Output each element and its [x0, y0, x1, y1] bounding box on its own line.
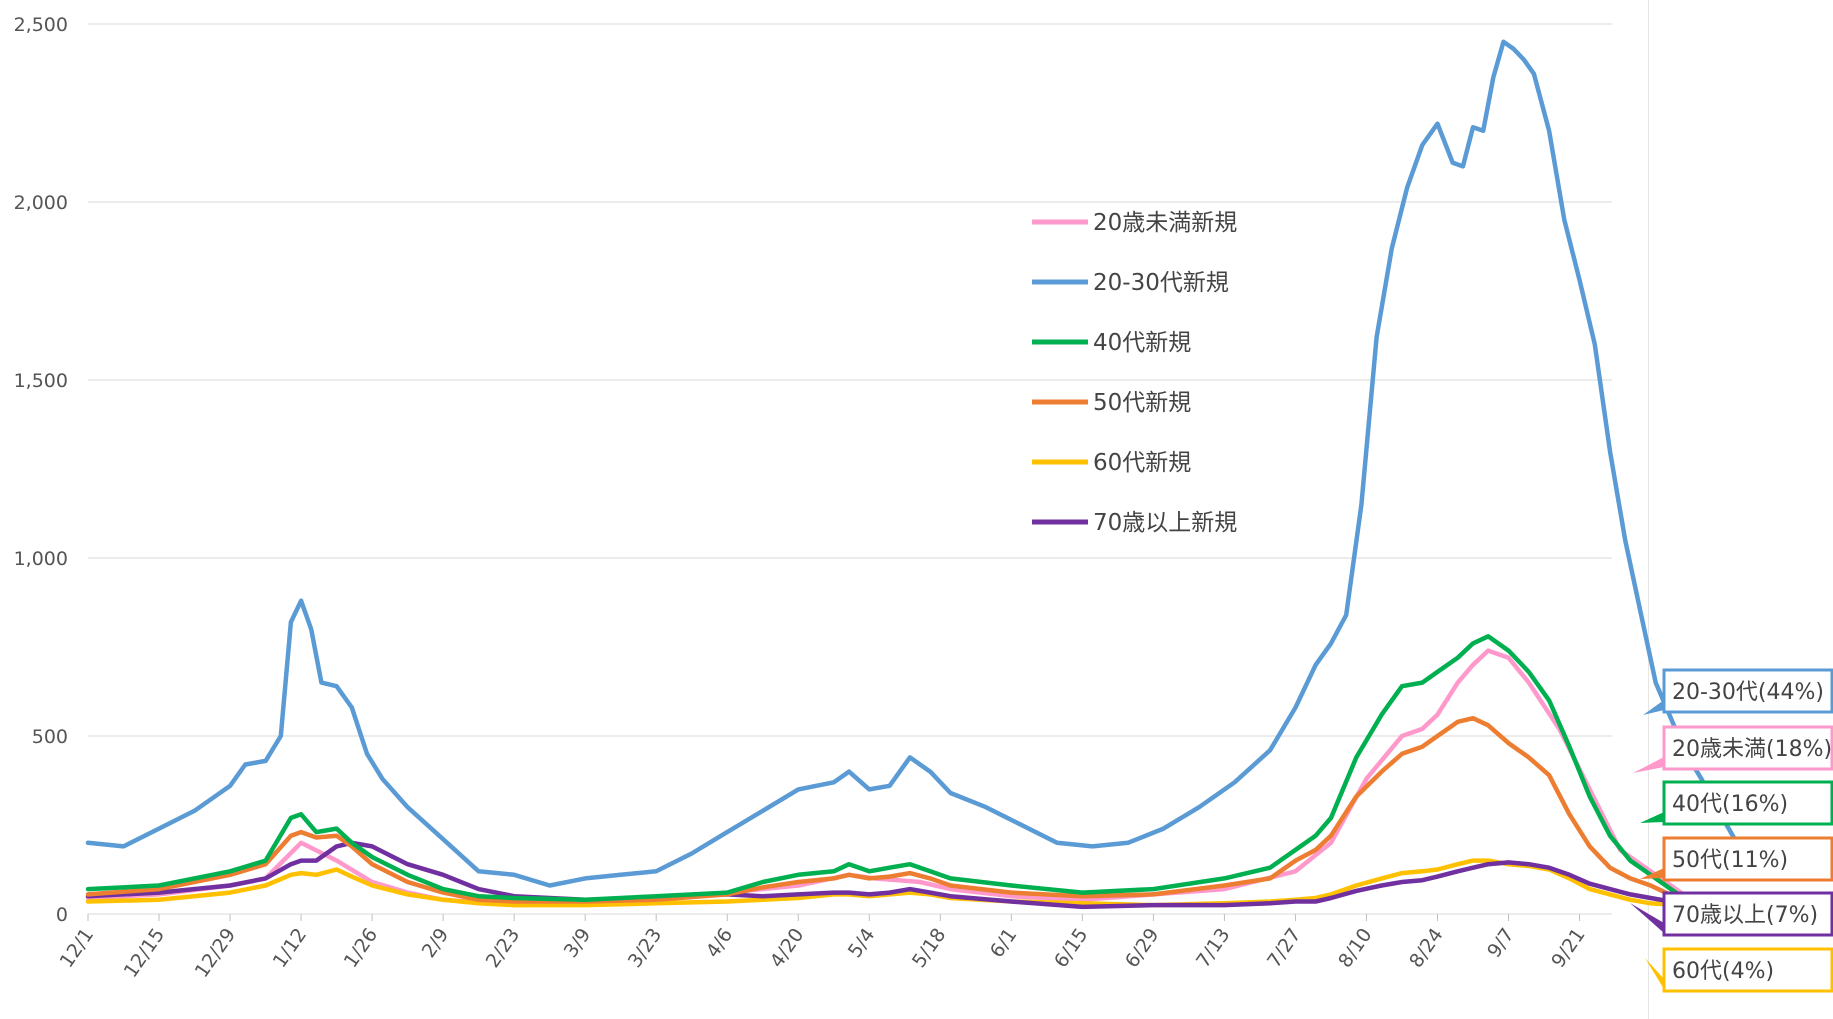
x-tick-label: 3/23 [624, 924, 666, 972]
x-tick-label: 6/15 [1050, 924, 1092, 972]
x-tick-label: 1/12 [269, 924, 311, 972]
x-tick-label: 3/9 [560, 924, 596, 962]
x-tick-label: 4/20 [766, 924, 808, 972]
series-line-5 [85, 840, 1684, 910]
legend: 20歳未満新規 20-30代新規 40代新規 50代新規 60代新規 70歳以上新規 [1032, 210, 1237, 536]
y-tick-label: 1,500 [14, 370, 68, 392]
legend-label: 20歳未満新規 [1093, 210, 1237, 236]
legend-label: 60代新規 [1093, 450, 1191, 476]
series-callouts: 20-30代(44%) 20歳未満(18%) 40代(16%) 50代(11%) 70歳… [1630, 668, 1833, 993]
x-tick-label: 12/1 [56, 924, 98, 972]
x-tick-label: 7/27 [1263, 924, 1305, 972]
panel-divider [1648, 0, 1649, 1019]
x-tick-label: 8/10 [1334, 924, 1376, 972]
x-tick-label: 4/6 [702, 924, 738, 962]
callout-pointer [1645, 958, 1664, 989]
x-tick-label: 1/26 [340, 924, 382, 972]
series-line-1 [85, 39, 1740, 888]
x-tick-label: 5/18 [908, 924, 950, 972]
x-tick-label: 9/7 [1483, 924, 1519, 962]
x-tick-label: 8/24 [1405, 924, 1447, 972]
callout-1: 20歳未満(18%) [1633, 725, 1833, 773]
callout-box [1662, 725, 1833, 771]
gridlines [88, 23, 1612, 915]
y-tick-label: 2,000 [14, 192, 68, 214]
y-tick-label: 2,500 [14, 14, 68, 36]
x-tick-label: 6/29 [1121, 924, 1163, 972]
x-tick-label: 6/1 [986, 924, 1022, 962]
legend-label: 20-30代新規 [1093, 270, 1229, 296]
legend-label: 40代新規 [1093, 330, 1191, 356]
x-tick-label: 2/9 [418, 924, 454, 962]
callout-pointer [1640, 868, 1664, 879]
legend-label: 50代新規 [1093, 390, 1191, 416]
callout-box [1662, 668, 1833, 714]
y-tick-label: 500 [32, 726, 68, 748]
callout-5: 60代(4%) [1645, 947, 1833, 993]
series-line-2 [85, 634, 1684, 903]
callout-label: 50代(11%) [1672, 848, 1788, 873]
x-tick-label: 12/29 [191, 924, 240, 981]
x-tick-label: 12/15 [120, 924, 169, 981]
series-line-3 [85, 715, 1684, 904]
callout-4: 70歳以上(7%) [1630, 891, 1833, 937]
callout-box [1662, 780, 1833, 826]
callout-pointer [1633, 757, 1664, 773]
series-line-0 [85, 648, 1684, 908]
x-tick-label: 7/13 [1192, 924, 1234, 972]
callout-box [1662, 891, 1833, 937]
x-axis: 12/1 12/15 12/29 1/12 1/26 2/9 2/23 3/9 3/23 4/6 4… [56, 914, 1590, 982]
x-tick-label: 5/4 [844, 924, 880, 962]
legend-label: 70歳以上新規 [1093, 510, 1237, 536]
callout-2: 40代(16%) [1640, 780, 1833, 826]
callout-pointer [1643, 700, 1664, 715]
callout-box [1662, 836, 1833, 882]
x-tick-label: 2/23 [482, 924, 524, 972]
callout-pointer [1640, 812, 1664, 823]
x-tick-label: 9/21 [1547, 924, 1589, 972]
callout-box [1662, 947, 1833, 993]
callout-label: 20歳未満(18%) [1672, 737, 1832, 762]
series-lines [85, 39, 1740, 910]
y-axis: 0 500 1,000 1,500 2,000 2,500 [14, 14, 68, 926]
y-tick-label: 1,000 [14, 548, 68, 570]
callout-3: 50代(11%) [1640, 836, 1833, 882]
callout-label: 20-30代(44%) [1672, 680, 1824, 705]
callout-label: 40代(16%) [1672, 792, 1788, 817]
callout-0: 20-30代(44%) [1643, 668, 1833, 715]
callout-pointer [1630, 903, 1664, 933]
callout-label: 70歳以上(7%) [1672, 903, 1818, 928]
callout-label: 60代(4%) [1672, 959, 1774, 984]
y-tick-label: 0 [56, 904, 68, 926]
